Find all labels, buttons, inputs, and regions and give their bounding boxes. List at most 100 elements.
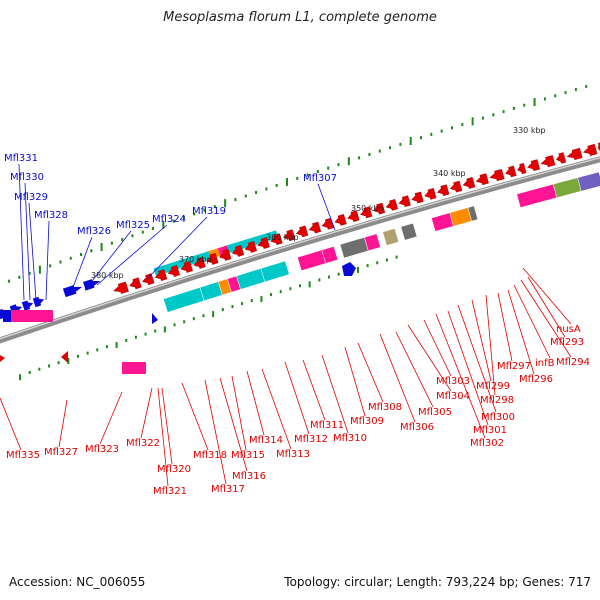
reverse-label-leader — [520, 279, 572, 358]
gc-tick-inner — [48, 364, 51, 368]
reverse-label-leader — [527, 276, 566, 338]
reverse-gene-arrow — [218, 248, 232, 261]
reverse-gene-label: nusA — [556, 324, 581, 335]
gc-tick — [90, 249, 93, 253]
gc-tick — [420, 136, 423, 140]
reverse-gene-label: Mfl300 — [481, 412, 515, 423]
forward-strand-track — [0, 262, 356, 324]
forward-gene-arrow — [152, 313, 158, 324]
gc-tick — [492, 113, 495, 117]
gc-tick — [69, 256, 72, 260]
gc-tick — [110, 241, 113, 245]
reverse-gene-label: Mfl309 — [350, 416, 384, 427]
label-leaders — [0, 163, 572, 487]
scale-label: 340 kbp — [433, 169, 466, 178]
reverse-gene-arrow — [489, 168, 505, 182]
forward-label-leader — [18, 163, 25, 301]
gc-tick-inner — [327, 275, 330, 279]
reverse-gene-label: Mfl294 — [556, 357, 590, 368]
reverse-gene-label: Mfl315 — [231, 450, 265, 461]
gc-tick — [234, 198, 237, 202]
forward-gene-label: Mfl331 — [4, 153, 38, 164]
forward-gene-arrow — [3, 310, 11, 322]
reverse-label-leader — [507, 289, 535, 375]
map-title: Mesoplasma florum L1, complete genome — [163, 10, 437, 25]
gc-tick-inner — [299, 284, 302, 288]
gc-tick-inner — [163, 326, 166, 333]
gc-tick-inner — [376, 261, 379, 265]
reverse-gene-arrow — [347, 210, 360, 223]
gc-tick — [327, 166, 330, 170]
gc-tick-inner — [260, 296, 263, 303]
gc-tick — [554, 94, 557, 98]
gc-tick — [18, 275, 21, 279]
gc-tick-inner — [356, 266, 359, 273]
gc-tick — [152, 226, 155, 230]
scale-label: 380 kbp — [91, 271, 124, 280]
reverse-gene-label: Mfl299 — [476, 381, 510, 392]
gc-tick — [100, 242, 103, 251]
reverse-gene-arrow — [566, 147, 583, 161]
reverse-label-leader — [379, 333, 416, 423]
reverse-gene-arrow — [283, 229, 296, 242]
reverse-gene-label: Mfl305 — [418, 407, 452, 418]
reverse-gene-arrow — [61, 351, 68, 363]
gc-tick-inner — [28, 370, 31, 374]
cog-track — [153, 171, 600, 313]
gc-tick — [523, 103, 526, 107]
gc-tick — [358, 156, 361, 160]
forward-label-leader — [28, 202, 37, 301]
forward-label-leader — [71, 236, 93, 291]
gc-tick-inner — [57, 361, 60, 365]
reverse-gene-arrow — [129, 277, 142, 290]
reverse-gene-label: Mfl323 — [85, 444, 119, 455]
reverse-gene-arrow — [475, 173, 489, 186]
reverse-gene-arrow — [231, 245, 245, 257]
forward-gene-label: Mfl307 — [303, 173, 337, 184]
reverse-label-leader — [321, 354, 349, 434]
reverse-label-leader — [140, 387, 153, 439]
forward-gene-label: Mfl325 — [116, 220, 150, 231]
reverse-label-leader — [157, 387, 169, 487]
cog-block — [260, 260, 290, 283]
reverse-gene-arrow — [308, 221, 322, 234]
reverse-gene-arrow — [141, 273, 155, 286]
reverse-gene-arrow — [582, 143, 598, 156]
gc-tick — [172, 219, 175, 223]
forward-label-leader — [317, 183, 336, 231]
gc-tick — [450, 126, 453, 130]
gc-tick — [121, 238, 124, 242]
reverse-gene-label: Mfl322 — [126, 438, 160, 449]
reverse-label-leader — [395, 331, 434, 408]
reverse-label-leader — [447, 310, 489, 426]
reverse-gene-arrow — [167, 265, 181, 277]
gc-tick — [347, 157, 350, 166]
reverse-gene-label: Mfl302 — [470, 438, 504, 449]
scale-label: 360 kbp — [266, 233, 299, 242]
gc-tick — [564, 91, 567, 95]
gc-tick — [162, 220, 165, 229]
reverse-gene-arrow — [206, 252, 219, 265]
gc-tick — [213, 205, 216, 209]
reverse-gene-label: Mfl296 — [519, 374, 553, 385]
forward-gene-label: Mfl328 — [34, 210, 68, 221]
forward-gene-label: Mfl319 — [192, 206, 226, 217]
gc-tick-inner — [270, 293, 273, 297]
gc-tick-inner — [173, 323, 176, 327]
reverse-gene-arrow — [540, 155, 556, 168]
gc-tick — [399, 142, 402, 146]
reverse-gene-label: Mfl308 — [368, 402, 402, 413]
forward-label-leader — [96, 224, 168, 286]
reverse-label-leader — [485, 294, 496, 396]
gc-tick-inner — [115, 342, 118, 349]
gc-tick — [193, 212, 196, 216]
reverse-label-leader — [471, 299, 492, 382]
reverse-gene-label: Mfl318 — [193, 450, 227, 461]
reverse-gene-label: Mfl317 — [211, 484, 245, 495]
reverse-label-leader — [181, 382, 209, 451]
reverse-gene-arrow — [193, 257, 206, 269]
reverse-gene-arrow — [527, 159, 541, 172]
scale-label: 370 kbp — [179, 255, 212, 264]
reverse-label-leader — [284, 361, 310, 435]
gc-tick — [38, 265, 41, 274]
